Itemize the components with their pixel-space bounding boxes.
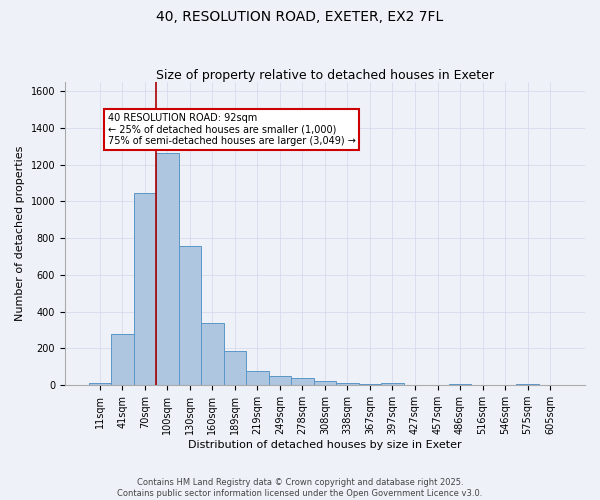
Bar bbox=[89, 384, 111, 385]
Text: 40 RESOLUTION ROAD: 92sqm
← 25% of detached houses are smaller (1,000)
75% of se: 40 RESOLUTION ROAD: 92sqm ← 25% of detac… bbox=[107, 113, 356, 146]
Text: Contains HM Land Registry data © Crown copyright and database right 2025.
Contai: Contains HM Land Registry data © Crown c… bbox=[118, 478, 482, 498]
Title: Size of property relative to detached houses in Exeter: Size of property relative to detached ho… bbox=[156, 69, 494, 82]
Bar bbox=[517, 384, 539, 385]
Bar bbox=[314, 380, 336, 385]
Bar bbox=[111, 334, 134, 385]
Bar bbox=[269, 376, 291, 385]
Bar bbox=[359, 384, 381, 385]
Bar bbox=[156, 153, 179, 385]
Bar bbox=[134, 193, 156, 385]
Bar bbox=[291, 378, 314, 385]
Text: 40, RESOLUTION ROAD, EXETER, EX2 7FL: 40, RESOLUTION ROAD, EXETER, EX2 7FL bbox=[157, 10, 443, 24]
Bar bbox=[381, 384, 404, 385]
Bar bbox=[336, 382, 359, 385]
Bar bbox=[449, 384, 471, 385]
Bar bbox=[201, 322, 224, 385]
Bar bbox=[224, 351, 246, 385]
Y-axis label: Number of detached properties: Number of detached properties bbox=[15, 146, 25, 322]
Bar bbox=[246, 370, 269, 385]
X-axis label: Distribution of detached houses by size in Exeter: Distribution of detached houses by size … bbox=[188, 440, 462, 450]
Bar bbox=[179, 246, 201, 385]
